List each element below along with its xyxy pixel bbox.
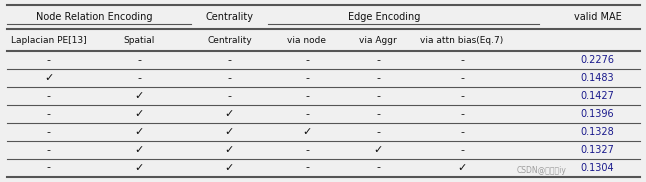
- Text: -: -: [376, 127, 380, 137]
- Text: Centrality: Centrality: [207, 35, 252, 45]
- Text: -: -: [137, 73, 141, 83]
- Text: ✓: ✓: [44, 73, 54, 83]
- Text: via Aggr: via Aggr: [359, 35, 397, 45]
- Text: 0.1328: 0.1328: [581, 127, 614, 137]
- Text: -: -: [47, 109, 50, 119]
- Text: -: -: [227, 73, 231, 83]
- Text: ✓: ✓: [302, 127, 311, 137]
- Text: -: -: [137, 55, 141, 65]
- Text: ✓: ✓: [225, 163, 234, 173]
- Text: -: -: [376, 91, 380, 101]
- Text: 0.1327: 0.1327: [581, 145, 614, 155]
- Text: -: -: [460, 145, 464, 155]
- Text: Centrality: Centrality: [205, 12, 253, 22]
- Text: -: -: [460, 127, 464, 137]
- Text: -: -: [305, 163, 309, 173]
- Text: -: -: [376, 55, 380, 65]
- Text: Laplacian PE[13]: Laplacian PE[13]: [11, 35, 87, 45]
- Text: CSDN@夏荊莉iy: CSDN@夏荊莉iy: [517, 166, 567, 175]
- Text: -: -: [305, 145, 309, 155]
- Text: valid MAE: valid MAE: [574, 12, 621, 22]
- Text: -: -: [305, 55, 309, 65]
- Text: Node Relation Encoding: Node Relation Encoding: [36, 12, 152, 22]
- Text: via attn bias(Eq.7): via attn bias(Eq.7): [421, 35, 504, 45]
- Text: 0.1427: 0.1427: [581, 91, 614, 101]
- Text: ✓: ✓: [373, 145, 382, 155]
- Text: ✓: ✓: [134, 127, 144, 137]
- Text: Edge Encoding: Edge Encoding: [348, 12, 421, 22]
- Text: ✓: ✓: [134, 91, 144, 101]
- Text: 0.1304: 0.1304: [581, 163, 614, 173]
- Text: -: -: [47, 163, 50, 173]
- Text: -: -: [47, 91, 50, 101]
- Text: via node: via node: [287, 35, 326, 45]
- Text: -: -: [47, 55, 50, 65]
- Text: -: -: [376, 163, 380, 173]
- Text: ✓: ✓: [134, 109, 144, 119]
- Text: -: -: [460, 55, 464, 65]
- Text: ✓: ✓: [225, 109, 234, 119]
- Text: -: -: [227, 55, 231, 65]
- Text: -: -: [305, 91, 309, 101]
- Text: -: -: [460, 73, 464, 83]
- Text: ✓: ✓: [225, 127, 234, 137]
- Text: 0.2276: 0.2276: [581, 55, 614, 65]
- Text: -: -: [47, 127, 50, 137]
- Text: ✓: ✓: [457, 163, 466, 173]
- Text: ✓: ✓: [134, 145, 144, 155]
- Text: -: -: [376, 73, 380, 83]
- Text: 0.1483: 0.1483: [581, 73, 614, 83]
- Text: -: -: [47, 145, 50, 155]
- Text: -: -: [305, 73, 309, 83]
- Text: -: -: [460, 109, 464, 119]
- Text: -: -: [376, 109, 380, 119]
- Text: Spatial: Spatial: [123, 35, 155, 45]
- Text: 0.1396: 0.1396: [581, 109, 614, 119]
- Text: ✓: ✓: [225, 145, 234, 155]
- Text: -: -: [460, 91, 464, 101]
- Text: -: -: [305, 109, 309, 119]
- Text: ✓: ✓: [134, 163, 144, 173]
- Text: -: -: [227, 91, 231, 101]
